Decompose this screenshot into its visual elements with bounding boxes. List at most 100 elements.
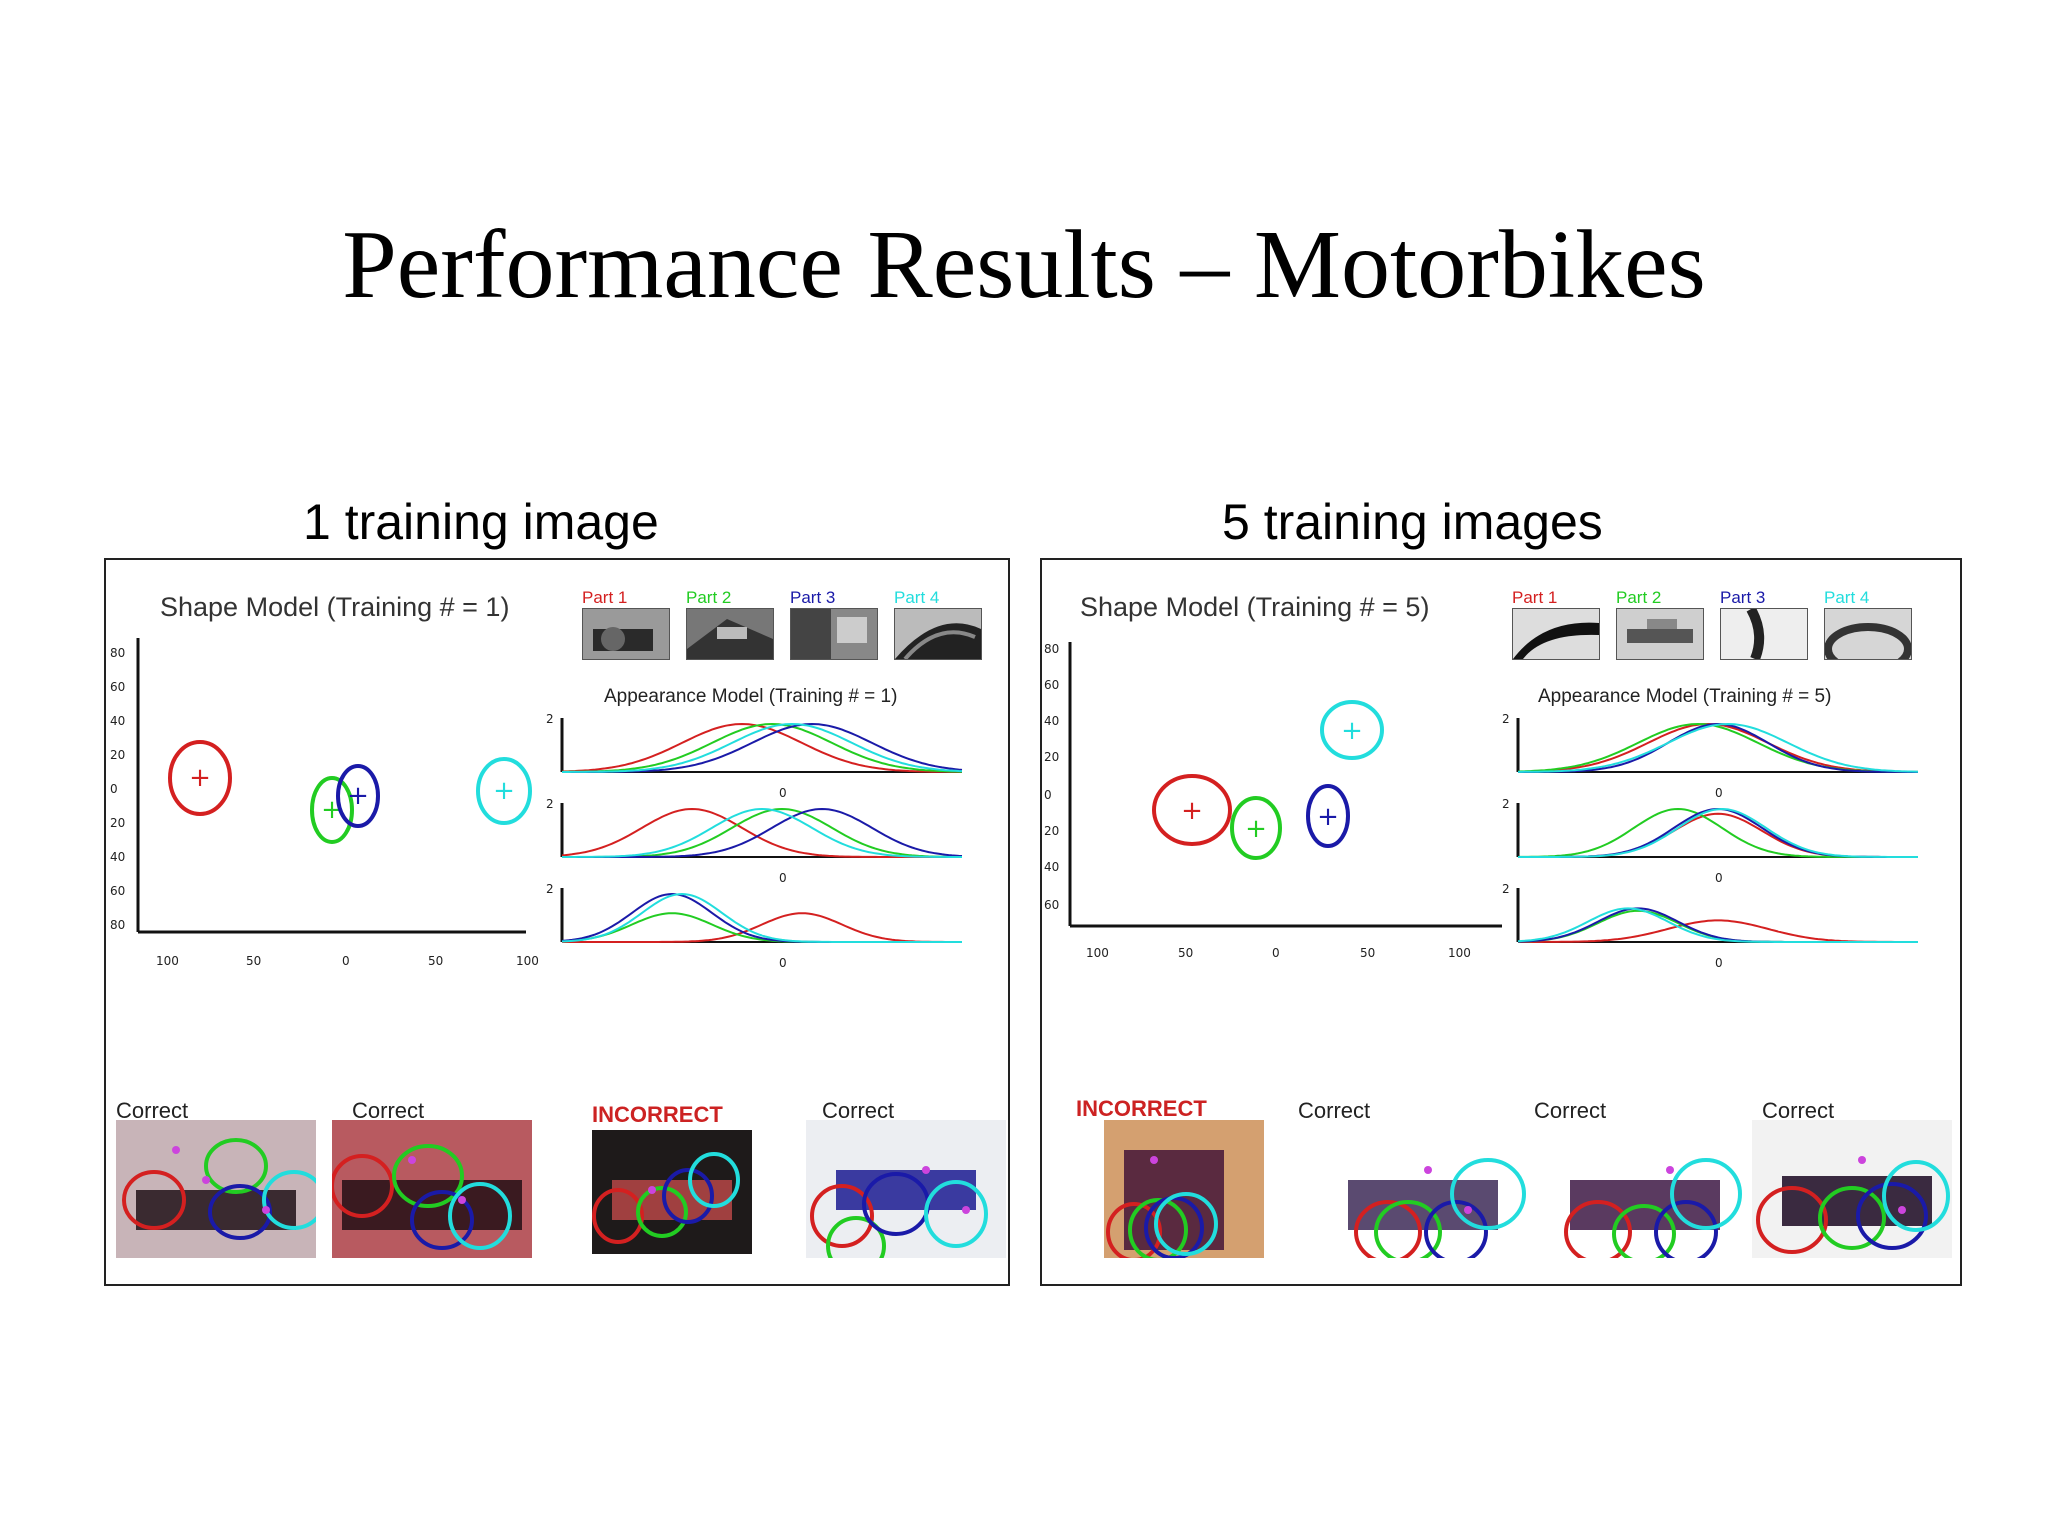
app-x-zero-tick: 0 xyxy=(779,786,787,800)
part3-thumbnail xyxy=(1720,608,1808,660)
y-tick: 60 xyxy=(110,884,126,898)
part1-label: Part 1 xyxy=(1512,588,1558,607)
appearance-model-title: Appearance Model (Training # = 5) xyxy=(1538,686,1832,707)
slide-title: Performance Results – Motorbikes xyxy=(342,211,1706,319)
app-y-tick: 2 xyxy=(1502,882,1510,896)
x-tick: 50 xyxy=(246,954,262,968)
part2-label: Part 2 xyxy=(1616,588,1662,607)
result-image xyxy=(592,1130,752,1254)
y-tick: 20 xyxy=(110,816,126,830)
y-tick: 20 xyxy=(110,748,126,762)
appearance-curve-part2 xyxy=(1518,807,1918,858)
part4-thumbnail xyxy=(1824,608,1912,660)
part2-label: Part 2 xyxy=(686,588,732,607)
app-x-zero-tick: 0 xyxy=(1715,871,1723,885)
appearance-curve-part1 xyxy=(562,912,962,943)
appearance-curve-part4 xyxy=(562,722,963,773)
result-label-incorrect: INCORRECT xyxy=(1076,1096,1207,1121)
part4-mean-marker: + xyxy=(1341,716,1363,746)
result-image xyxy=(332,1120,532,1258)
x-tick: 100 xyxy=(516,954,539,968)
app-x-zero-tick: 0 xyxy=(1715,786,1723,800)
part1-thumbnail xyxy=(582,608,670,660)
left-figure-panel: Shape Model (Training # = 1) + + + + 80 … xyxy=(104,558,1010,1286)
part1-mean-marker: + xyxy=(189,763,211,793)
appearance-curve-part2 xyxy=(1517,722,1918,773)
appearance-curve-part1 xyxy=(561,722,962,773)
appearance-curve-part3 xyxy=(1517,907,1918,943)
result-image xyxy=(116,1120,316,1258)
part4-ellipse xyxy=(476,757,532,825)
left-column-label: 1 training image xyxy=(303,494,659,550)
part4-label: Part 4 xyxy=(1824,588,1870,607)
part3-mean-marker: + xyxy=(1317,802,1339,832)
y-tick: 80 xyxy=(1044,642,1060,656)
part3-mean-marker: + xyxy=(347,781,369,811)
part3-thumbnail xyxy=(790,608,878,660)
y-tick: 40 xyxy=(110,714,126,728)
result-image xyxy=(806,1120,1006,1258)
part1-ellipse xyxy=(1152,774,1232,846)
app-y-tick: 2 xyxy=(546,712,554,726)
x-tick: 0 xyxy=(342,954,350,968)
part1-ellipse xyxy=(168,740,232,816)
x-tick: 100 xyxy=(1086,946,1109,960)
appearance-curve-part3 xyxy=(562,807,963,858)
result-label: Correct xyxy=(1298,1098,1371,1123)
appearance-curve-part4 xyxy=(561,892,962,943)
part2-ellipse xyxy=(310,776,354,844)
y-tick: 60 xyxy=(1044,898,1060,912)
y-tick: 40 xyxy=(1044,860,1060,874)
part4-label: Part 4 xyxy=(894,588,940,607)
app-y-tick: 2 xyxy=(546,797,554,811)
x-tick: 50 xyxy=(1360,946,1376,960)
result-label-incorrect: INCORRECT xyxy=(592,1102,723,1127)
part4-ellipse xyxy=(1320,700,1384,760)
y-tick: 0 xyxy=(110,782,118,796)
part3-label: Part 3 xyxy=(1720,588,1766,607)
part1-label: Part 1 xyxy=(582,588,628,607)
shape-model-title: Shape Model (Training # = 5) xyxy=(1080,592,1430,622)
part3-ellipse xyxy=(1306,784,1350,848)
x-tick: 50 xyxy=(428,954,444,968)
x-tick: 0 xyxy=(1272,946,1280,960)
part4-mean-marker: + xyxy=(493,776,515,806)
y-tick: 80 xyxy=(110,646,126,660)
app-x-zero-tick: 0 xyxy=(779,956,787,970)
appearance-model-title: Appearance Model (Training # = 1) xyxy=(604,686,898,707)
shape-model-plot: + + + + xyxy=(136,638,532,934)
app-y-tick: 2 xyxy=(1502,797,1510,811)
y-tick: 60 xyxy=(1044,678,1060,692)
part2-ellipse xyxy=(1230,796,1282,860)
x-tick: 50 xyxy=(1178,946,1194,960)
y-tick: 20 xyxy=(1044,750,1060,764)
y-tick: 20 xyxy=(1044,824,1060,838)
y-tick: 40 xyxy=(110,850,126,864)
y-tick: 0 xyxy=(1044,788,1052,802)
result-label: Correct xyxy=(822,1098,895,1123)
x-tick: 100 xyxy=(156,954,179,968)
result-label: Correct xyxy=(1534,1098,1607,1123)
appearance-curve-part3 xyxy=(1518,807,1918,858)
appearance-curve-part4 xyxy=(1518,722,1919,773)
result-image xyxy=(1752,1120,1952,1258)
x-tick: 100 xyxy=(1448,946,1471,960)
appearance-model-plot xyxy=(560,718,963,943)
part3-ellipse xyxy=(336,764,380,828)
result-label: Correct xyxy=(1762,1098,1835,1123)
part1-thumbnail xyxy=(1512,608,1600,660)
app-x-zero-tick: 0 xyxy=(1715,956,1723,970)
appearance-curve-part4 xyxy=(1517,907,1918,943)
shape-model-title: Shape Model (Training # = 1) xyxy=(160,592,510,622)
part2-thumbnail xyxy=(686,608,774,660)
appearance-curve-part4 xyxy=(562,807,962,858)
appearance-curve-part1 xyxy=(561,807,962,858)
appearance-curve-part1 xyxy=(1518,812,1918,858)
part1-mean-marker: + xyxy=(1181,796,1203,826)
y-tick: 40 xyxy=(1044,714,1060,728)
appearance-model-plot xyxy=(1516,718,1919,943)
part4-thumbnail xyxy=(894,608,982,660)
app-y-tick: 2 xyxy=(1502,712,1510,726)
result-image xyxy=(1104,1120,1264,1258)
app-y-tick: 2 xyxy=(546,882,554,896)
